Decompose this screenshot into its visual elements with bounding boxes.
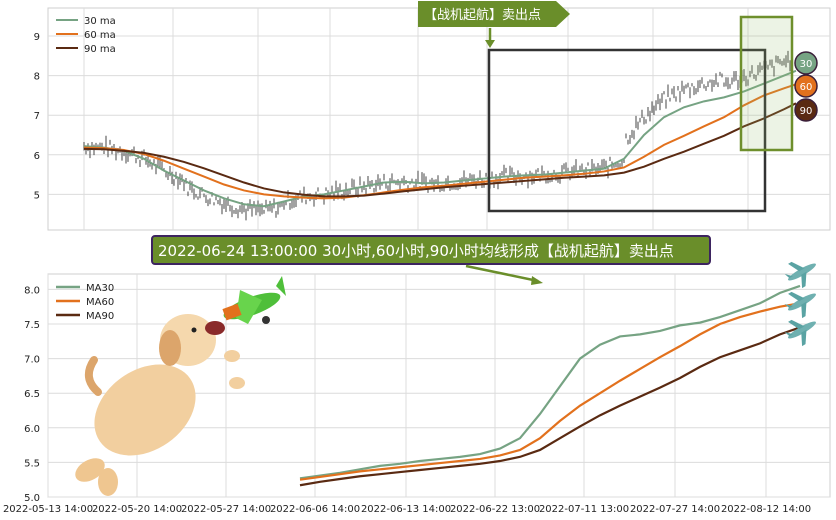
bottom-y-tick-label: 7.5 bbox=[24, 320, 40, 331]
top-legend-label: 30 ma bbox=[84, 16, 116, 27]
jet-tail bbox=[784, 303, 793, 309]
bottom-legend: MA30 MA60 MA90 bbox=[56, 283, 114, 322]
plane-wheel bbox=[262, 316, 270, 324]
jet-body bbox=[788, 263, 816, 281]
bottom-legend-label: MA60 bbox=[86, 297, 114, 308]
bottom-x-tick-label: 2022-08-12 14:00 bbox=[721, 504, 811, 515]
jet-icon bbox=[784, 291, 816, 319]
bottom-x-tick-label: 2022-07-11 13:00 bbox=[539, 504, 629, 515]
bottom-y-tick-label: 7.0 bbox=[24, 355, 40, 366]
jet-wing bbox=[801, 271, 807, 289]
bottom-y-tick-label: 8.0 bbox=[24, 285, 40, 296]
green-plane-illustration bbox=[222, 276, 286, 324]
dog-body bbox=[94, 364, 196, 456]
decorations bbox=[75, 1, 816, 496]
bottom-x-tick-label: 2022-06-22 13:00 bbox=[450, 504, 540, 515]
sell-banner-arrow-shape bbox=[418, 1, 570, 27]
end-badge-label: 30 bbox=[800, 59, 813, 70]
bottom-x-tick-label: 2022-06-13 14:00 bbox=[361, 504, 451, 515]
jet-icon bbox=[784, 319, 816, 347]
bottom-y-tick-label: 6.5 bbox=[24, 389, 40, 400]
dog-paw bbox=[229, 377, 245, 389]
top-y-tick-label: 5 bbox=[34, 190, 40, 201]
bottom-series-line-2 bbox=[299, 302, 801, 481]
signal-title: 2022-06-24 13:00:00 30小时,60小时,90小时均线形成【战… bbox=[158, 242, 674, 260]
top-series-line-3 bbox=[83, 102, 797, 198]
top-legend-label: 90 ma bbox=[84, 44, 116, 55]
top-series-line-1 bbox=[83, 69, 797, 208]
dog-ear bbox=[159, 330, 181, 366]
bottom-series-line-3 bbox=[299, 326, 801, 487]
jet-wing bbox=[801, 329, 807, 347]
end-badge-label: 60 bbox=[800, 82, 813, 93]
top-y-tick-label: 9 bbox=[34, 32, 40, 43]
dog-tail bbox=[84, 356, 102, 396]
dog-paw bbox=[224, 350, 240, 362]
plane-wing bbox=[236, 290, 262, 324]
bottom-x-tick-label: 2022-07-27 14:00 bbox=[630, 504, 720, 515]
top-y-tick-label: 6 bbox=[34, 151, 40, 162]
end-badge bbox=[794, 74, 818, 98]
bottom-legend-label: MA30 bbox=[86, 283, 114, 294]
bottom-y-tick-label: 5.5 bbox=[24, 458, 40, 469]
top-y-tick-label: 8 bbox=[34, 72, 40, 83]
dog-eye bbox=[191, 327, 197, 333]
bottom-x-tick-label: 2022-05-20 14:00 bbox=[92, 504, 182, 515]
signal-title-pointer bbox=[465, 264, 539, 283]
jet-wing bbox=[788, 291, 805, 302]
bottom-y-tick-label: 6.0 bbox=[24, 424, 40, 435]
top-y-tick-label: 7 bbox=[34, 111, 40, 122]
signal-title-pointer-head bbox=[531, 276, 543, 285]
bottom-x-tick-label: 2022-05-13 14:00 bbox=[3, 504, 93, 515]
bottom-x-tick-label: 2022-06-06 14:00 bbox=[270, 504, 360, 515]
plane-nose bbox=[222, 303, 242, 321]
signal-window-box bbox=[487, 48, 767, 213]
dog-mouth bbox=[205, 321, 225, 335]
jet-wing bbox=[788, 261, 805, 272]
end-badge bbox=[794, 98, 818, 122]
jet-wing bbox=[801, 301, 807, 319]
bottom-x-tick-label: 2022-05-27 14:00 bbox=[181, 504, 271, 515]
top-legend-label: 60 ma bbox=[84, 30, 116, 41]
top-panel: 5 6 7 8 9 30 ma 60 ma 90 ma 30 60 90 bbox=[34, 7, 831, 231]
latest-window-box bbox=[739, 15, 794, 152]
sell-point-annotation: 【战机起航】卖出点 bbox=[424, 7, 541, 23]
plane-tail bbox=[276, 276, 286, 296]
jet-tail bbox=[784, 331, 793, 337]
top-series-line-2 bbox=[83, 83, 797, 200]
signal-title-box bbox=[151, 235, 711, 265]
sell-banner-pointer-head bbox=[485, 40, 495, 48]
dog-illustration bbox=[75, 314, 245, 496]
dog-leg bbox=[98, 468, 118, 496]
bottom-y-tick-label: 5.0 bbox=[24, 493, 40, 504]
bottom-series-line-1 bbox=[299, 284, 801, 480]
bottom-legend-label: MA90 bbox=[86, 311, 114, 322]
end-badge bbox=[794, 51, 818, 75]
jet-tail bbox=[784, 273, 793, 279]
top-legend: 30 ma 60 ma 90 ma bbox=[56, 16, 116, 55]
jet-body bbox=[788, 293, 816, 311]
dog-leg bbox=[75, 458, 105, 482]
jet-body bbox=[788, 321, 816, 339]
jet-wing bbox=[788, 319, 805, 330]
top-plot-area bbox=[47, 7, 831, 231]
end-badge-label: 90 bbox=[800, 106, 813, 117]
jet-icon bbox=[784, 261, 816, 289]
